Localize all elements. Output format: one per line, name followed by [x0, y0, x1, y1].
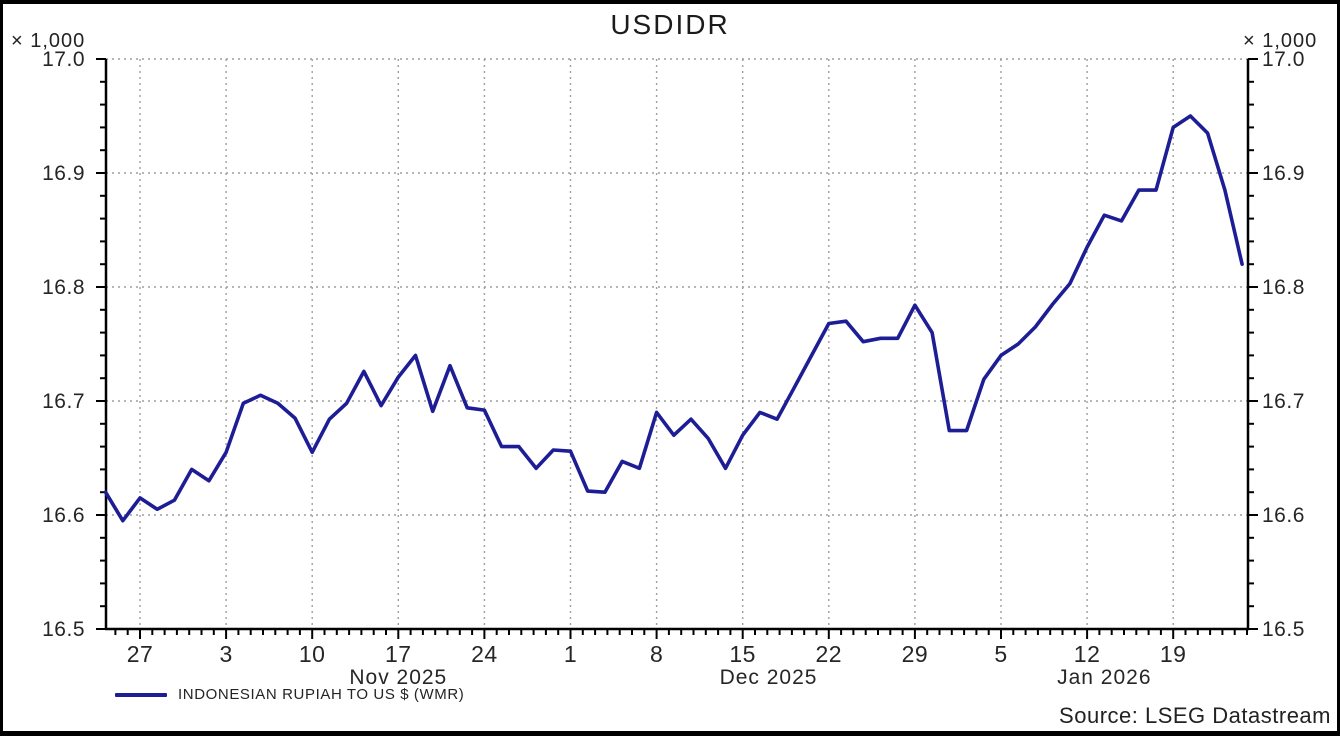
axes [104, 59, 1250, 631]
svg-text:5: 5 [994, 641, 1007, 667]
svg-text:24: 24 [471, 641, 498, 667]
svg-text:1: 1 [564, 641, 577, 667]
y-axis-unit-right: × 1,000 [1243, 30, 1318, 52]
source-attribution: Source: LSEG Datastream [1059, 703, 1331, 728]
x-axis-labels: 27 3 10 17 24 1 8 15 22 29 5 12 19 Nov 2025 Dec 2025 Ja… [127, 641, 1187, 689]
svg-text:16.9: 16.9 [1262, 162, 1305, 185]
chart-title: USDIDR [610, 9, 730, 40]
svg-text:8: 8 [650, 641, 663, 667]
chart-canvas: 17.0 17.0 16.9 16.9 16.8 16.8 16.7 16.7 16.6 16.6… [42, 48, 1305, 689]
legend: INDONESIAN RUPIAH TO US $ (WMR) [115, 686, 464, 703]
svg-text:17.0: 17.0 [1262, 48, 1305, 71]
legend-line-sample [115, 692, 167, 697]
svg-text:19: 19 [1160, 641, 1187, 667]
ticks [96, 58, 1258, 639]
svg-text:29: 29 [902, 641, 929, 667]
gridlines [106, 58, 1248, 629]
svg-text:Jan 2026: Jan 2026 [1057, 666, 1151, 689]
svg-text:27: 27 [127, 641, 154, 667]
svg-text:17: 17 [385, 641, 412, 667]
svg-text:10: 10 [299, 641, 326, 667]
svg-text:16.7: 16.7 [1262, 390, 1305, 413]
svg-text:16.8: 16.8 [1262, 276, 1305, 299]
svg-text:Nov 2025: Nov 2025 [349, 666, 447, 689]
series-line-usdidr [103, 114, 1244, 523]
svg-text:16.7: 16.7 [42, 390, 85, 413]
legend-series-label: INDONESIAN RUPIAH TO US $ (WMR) [178, 686, 465, 703]
svg-text:3: 3 [219, 641, 232, 667]
svg-text:22: 22 [816, 641, 843, 667]
svg-text:16.6: 16.6 [1262, 504, 1305, 527]
svg-text:16.8: 16.8 [42, 276, 85, 299]
svg-text:15: 15 [729, 641, 756, 667]
svg-text:17.0: 17.0 [42, 48, 85, 71]
svg-text:Dec 2025: Dec 2025 [720, 666, 818, 689]
y-axis-unit-left: × 1,000 [11, 30, 86, 52]
svg-text:16.9: 16.9 [42, 162, 85, 185]
svg-text:16.5: 16.5 [1262, 618, 1305, 641]
svg-text:12: 12 [1074, 641, 1101, 667]
y-axis-labels: 17.0 17.0 16.9 16.9 16.8 16.8 16.7 16.7 16.6 16.6… [42, 48, 1305, 641]
svg-text:16.5: 16.5 [42, 618, 85, 641]
svg-text:16.6: 16.6 [42, 504, 85, 527]
